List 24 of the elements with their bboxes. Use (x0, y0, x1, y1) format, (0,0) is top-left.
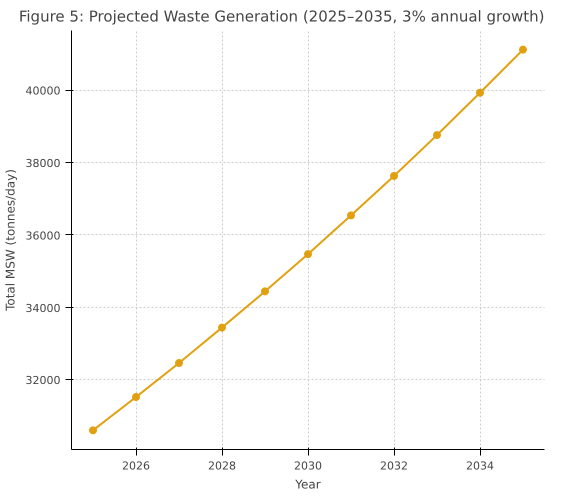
x-tick-label: 2028 (208, 460, 236, 472)
chart-title: Figure 5: Projected Waste Generation (2025–2035, 3% annual growth) (18, 8, 545, 26)
x-tick-label: 2034 (466, 460, 494, 472)
point (476, 88, 484, 97)
point (304, 250, 312, 258)
point (433, 131, 441, 140)
y-tick-label: 34000 (26, 302, 61, 315)
x-tick-label: 2032 (380, 460, 408, 472)
y-tick-label: 36000 (26, 229, 61, 242)
point (261, 287, 269, 296)
x-axis-title: Year (294, 478, 321, 492)
point (390, 172, 398, 180)
y-axis-title: Total MSW (tonnes/day) (4, 169, 18, 312)
x-tick-label: 2026 (122, 460, 150, 472)
point (132, 393, 140, 402)
point (519, 46, 527, 54)
y-tick-label: 40000 (26, 84, 61, 98)
y-tick-label: 38000 (26, 157, 61, 170)
x-tick-label: 2030 (294, 460, 322, 472)
point (89, 426, 97, 434)
y-tick-label: 32000 (26, 374, 61, 388)
point (175, 359, 183, 368)
point (218, 324, 226, 332)
point (347, 211, 355, 220)
